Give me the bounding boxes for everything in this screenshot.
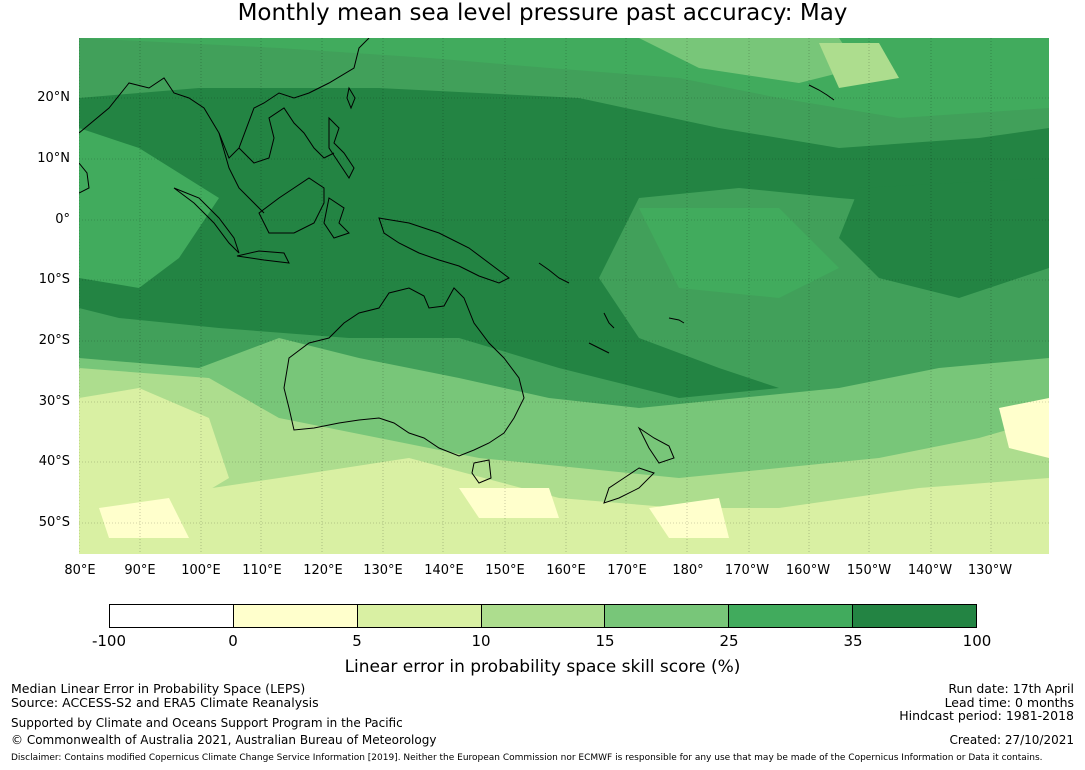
- java: [236, 250, 290, 264]
- india-coast: [79, 162, 90, 194]
- map-canvas: [79, 38, 1049, 554]
- lon-label-90e: 90°E: [124, 563, 156, 578]
- gridlines: [79, 38, 1049, 554]
- lon-label-150e: 150°E: [485, 563, 525, 578]
- new-caledonia: [588, 342, 610, 354]
- lon-label-140e: 140°E: [424, 563, 464, 578]
- lat-label-50s: 50°S: [38, 515, 70, 530]
- australia: [283, 287, 525, 457]
- colorbar: [109, 604, 977, 628]
- philippines: [328, 116, 355, 179]
- colorbar-segment: [605, 605, 730, 627]
- colorbar-tick: 5: [352, 632, 362, 650]
- taiwan: [346, 86, 356, 110]
- colorbar-tick: 0: [228, 632, 238, 650]
- colorbar-segment: [729, 605, 854, 627]
- colorbar-tick: 25: [719, 632, 739, 650]
- east-patch-pale: [999, 398, 1049, 458]
- lon-label-170w: 170°W: [724, 563, 770, 578]
- colorbar-segment: [481, 605, 606, 627]
- colorbar-tick: 35: [843, 632, 863, 650]
- south-band: [79, 458, 1049, 554]
- lon-label-160e: 160°E: [546, 563, 586, 578]
- colorbar-segment: [233, 605, 358, 627]
- lon-label-130w: 130°W: [967, 563, 1013, 578]
- nz-north-island: [637, 426, 675, 464]
- southwest-patch: [79, 388, 229, 508]
- fiji: [668, 317, 685, 324]
- sulawesi: [323, 197, 350, 239]
- nz-south-island: [603, 467, 655, 504]
- colorbar-tick: 10: [471, 632, 491, 650]
- new-guinea: [378, 217, 510, 284]
- borneo: [258, 177, 325, 234]
- lon-label-140w: 140°W: [907, 563, 953, 578]
- asia-coast: [79, 38, 370, 159]
- equatorial-band: [79, 88, 1049, 398]
- vanuatu: [603, 312, 615, 329]
- south-patch-pale-2: [649, 498, 729, 538]
- north-patch-light: [639, 38, 859, 83]
- colorbar-segment: [357, 605, 482, 627]
- footer-lead-time: Lead time: 0 months: [944, 695, 1074, 710]
- lat-label-20n: 20°N: [37, 90, 70, 105]
- lat-label-10s: 10°S: [38, 272, 70, 287]
- lat-label-10n: 10°N: [37, 151, 70, 166]
- central-patch: [639, 208, 839, 298]
- footer-method: Median Linear Error in Probability Space…: [11, 681, 306, 696]
- colorbar-tick: 15: [595, 632, 615, 650]
- lon-label-150w: 150°W: [846, 563, 892, 578]
- indochina-coast: [238, 107, 335, 164]
- colorbar-tick: 100: [962, 632, 992, 650]
- colorbar-label: Linear error in probability space skill …: [344, 657, 741, 677]
- sumatra: [173, 187, 240, 254]
- malay-peninsula: [218, 132, 265, 214]
- lat-label-30s: 30°S: [38, 394, 70, 409]
- north-patch-lighter: [819, 43, 899, 88]
- footer-disclaimer: Disclaimer: Contains modified Copernicus…: [11, 753, 1043, 763]
- colorbar-tick: -100: [91, 632, 127, 650]
- lon-label-120e: 120°E: [303, 563, 343, 578]
- footer-support: Supported by Climate and Oceans Support …: [11, 716, 403, 730]
- skill-score-map: [79, 38, 1049, 554]
- colorbar-segment: [110, 605, 234, 627]
- lon-label-180: 180°: [672, 563, 704, 578]
- footer-copyright: © Commonwealth of Australia 2021, Austra…: [11, 733, 437, 747]
- lon-label-80e: 80°E: [64, 563, 96, 578]
- coastlines: [79, 38, 835, 504]
- east-dark-patch: [839, 178, 1049, 298]
- south-patch-pale: [459, 488, 559, 518]
- tasmania: [471, 459, 492, 484]
- footer-source: Source: ACCESS-S2 and ERA5 Climate Reana…: [11, 695, 319, 710]
- west-patch: [79, 128, 219, 288]
- lon-label-100e: 100°E: [181, 563, 221, 578]
- lon-label-110e: 110°E: [242, 563, 282, 578]
- colorbar-segment: [853, 605, 977, 627]
- sw-patch-pale: [99, 498, 189, 538]
- lat-label-40s: 40°S: [38, 454, 70, 469]
- lon-label-130e: 130°E: [363, 563, 403, 578]
- lat-label-20s: 20°S: [38, 333, 70, 348]
- lat-label-0: 0°: [55, 212, 70, 227]
- lon-label-160w: 160°W: [785, 563, 831, 578]
- map-title: Monthly mean sea level pressure past acc…: [237, 0, 848, 26]
- footer-created-date: Created: 27/10/2021: [949, 733, 1074, 747]
- footer-run-date: Run date: 17th April: [948, 681, 1074, 696]
- footer-hindcast-period: Hindcast period: 1981-2018: [899, 708, 1074, 723]
- hawaii: [808, 84, 835, 101]
- solomon-islands: [538, 262, 570, 284]
- lon-label-170e: 170°E: [607, 563, 647, 578]
